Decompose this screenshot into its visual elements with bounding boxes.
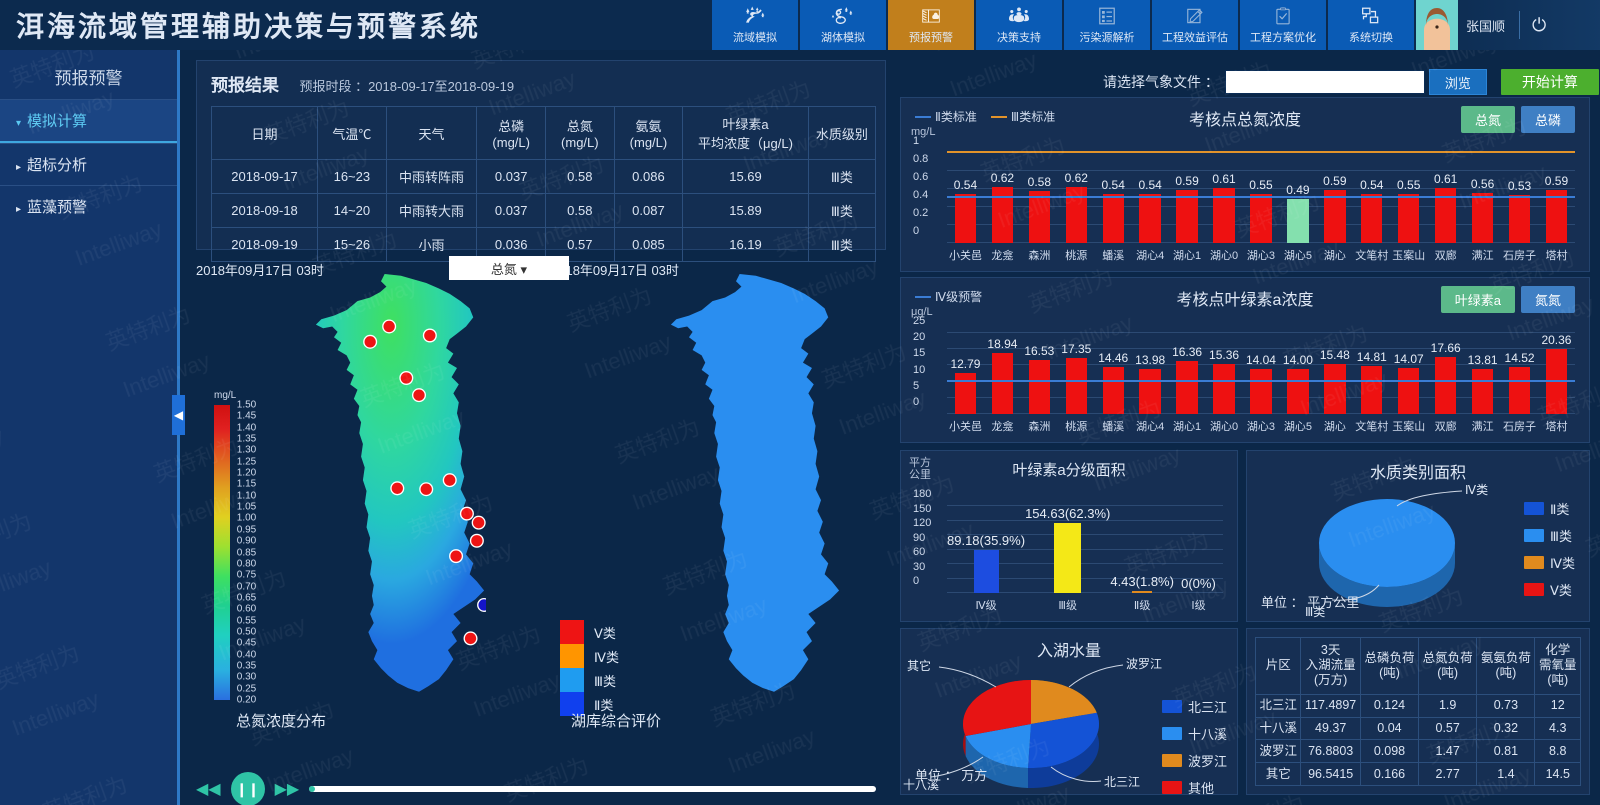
svg-text:北三江: 北三江 [1104,775,1140,789]
svg-text:Ⅳ类: Ⅳ类 [1465,483,1488,497]
